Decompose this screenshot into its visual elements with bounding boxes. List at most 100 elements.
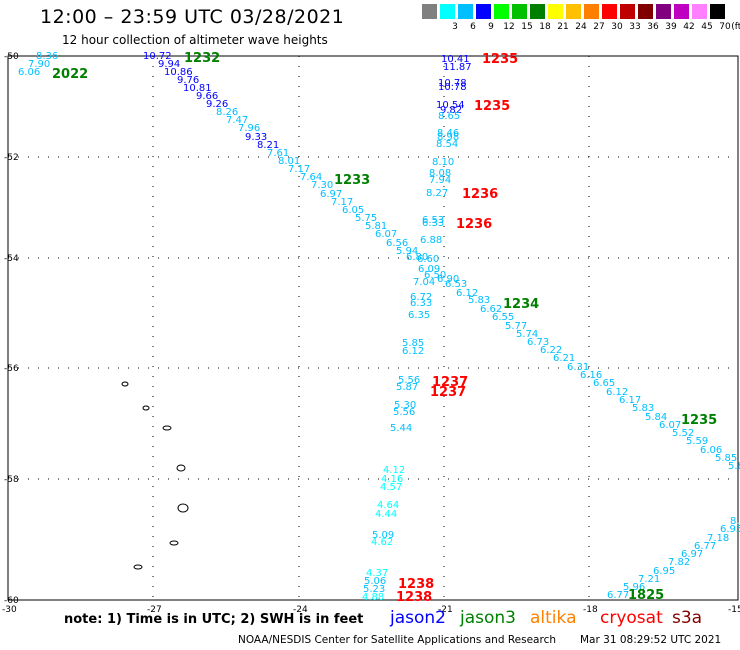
lon-label: -24 [293,605,308,615]
island-outline [162,425,172,431]
wave-height-value: 5.94 [396,246,418,257]
wave-height-value: 6.50 [424,270,446,281]
legend-label: 30 [611,22,623,32]
wave-height-value: 6.80 [406,252,428,263]
wave-height-value: 8.01 [278,156,300,167]
wave-height-value: 4.37 [366,568,388,579]
wave-height-value: 6.12 [456,288,478,299]
wave-height-value: 6.33 [410,298,432,309]
legend-swatch [530,4,545,19]
lon-label: -21 [438,605,453,615]
wave-height-value: 5.30 [394,400,416,411]
wave-height-value: 10.54 [436,100,465,111]
wave-height-value: 6.73 [527,337,549,348]
legend-label: 39 [665,22,677,32]
wave-height-value: 7.61 [267,148,289,159]
wave-height-value: 6.65 [593,378,615,389]
wave-height-value: 7.82 [668,557,690,568]
wave-height-value: 9.26 [206,99,228,110]
axis-labels: -50 -52 -54 -56 -58 -60-30 -27 -24 -21 -18 -15 [2,52,740,615]
pass-time-label: 1235 [681,413,717,428]
satellite-name: altika [530,608,577,628]
wave-height-value: 5.83 [632,403,654,414]
island-outline [169,540,179,546]
wave-height-value: 6.05 [342,205,364,216]
wave-height-value: 6.53 [445,279,467,290]
legend-swatch [638,4,653,19]
wave-height-value: 5.56 [398,375,420,386]
wave-height-value: 6.12 [606,387,628,398]
legend-label: 70 [719,22,731,32]
wave-height-value: 5.75 [355,213,377,224]
wave-height-value: 8.08 [429,168,451,179]
wave-height-value: 8.54 [436,139,458,150]
pass-time-label: 1232 [184,51,220,66]
wave-height-value: 9.94 [158,59,180,70]
wave-height-value: 5.44 [390,423,412,434]
legend-swatch [602,4,617,19]
lat-label: -50 [4,52,19,62]
satellite-name: s3a [672,608,703,628]
legend-swatch [566,4,581,19]
legend-swatch [548,4,563,19]
pass-time-labels: 2022 1232 1235 1235 1233 1236 1236 1234 12371237… [52,51,717,605]
wave-height-value: 10.72 [143,51,172,62]
pass-time-label: 1825 [628,588,664,603]
pass-time-label: 1238 [398,577,434,592]
wave-height-value: 8.7 [730,516,740,527]
wave-height-value: 4.62 [371,537,393,548]
wave-height-value: 7.18 [707,533,729,544]
wave-height-value: 8.65 [438,111,460,122]
legend-swatch [692,4,707,19]
island-outline [142,405,150,411]
legend-swatch [710,4,725,19]
wave-height-value: 6.17 [619,395,641,406]
island-outline [177,503,189,513]
wave-height-value: 6.97 [681,549,703,560]
legend-label: 33 [629,22,641,32]
wave-height-value: 5.83 [468,295,490,306]
wave-height-value: 6.88 [420,235,442,246]
wave-height-value: 5.84 [645,412,667,423]
legend-label: 36 [647,22,659,32]
wave-height-value: 9.66 [196,91,218,102]
pass-time-label: 1237 [430,385,466,400]
legend-label: 21 [557,22,569,32]
wave-height-value: 6.72 [410,292,432,303]
lon-label: -30 [2,605,17,615]
wave-height-value: 6.97 [320,189,342,200]
wave-height-value: 4.57 [380,482,402,493]
legend-label: 18 [539,22,551,32]
wave-height-value: 6.07 [659,420,681,431]
map-grid [7,55,739,601]
wave-height-value: 6.06 [18,67,40,78]
wave-height-value: 6.95 [653,566,675,577]
wave-height-value: 10.41 [441,54,470,65]
wave-height-value: 6.09 [418,264,440,275]
legend-label: 27 [593,22,605,32]
island-outline [176,464,186,472]
wave-height-value: 5.74 [516,329,538,340]
pass-time-label: 1238 [396,590,432,605]
page-subtitle: 12 hour collection of altimeter wave hei… [62,33,328,47]
wave-height-value: 5.96 [623,582,645,593]
wave-height-value: 6.31 [567,362,589,373]
legend-swatch [494,4,509,19]
legend-label: 24 [575,22,587,32]
lon-label: -27 [147,605,162,615]
wave-height-value: 4.88 [362,592,384,603]
wave-height-value: 5.81 [365,221,387,232]
wave-height-value: 7.21 [638,574,660,585]
generation-timestamp: Mar 31 08:29:52 UTC 2021 [580,634,722,646]
pass-time-label: 1236 [462,187,498,202]
wave-height-value: 7.47 [226,115,248,126]
wave-height-value: 6.21 [553,353,575,364]
wave-height-value: 8.27 [426,188,448,199]
lat-label: -60 [4,596,19,606]
lon-label: -18 [583,605,598,615]
wave-height-value: 7.90 [28,59,50,70]
legend-swatch [584,4,599,19]
legend-label: 3 [452,22,458,32]
legend-swatch [512,4,527,19]
